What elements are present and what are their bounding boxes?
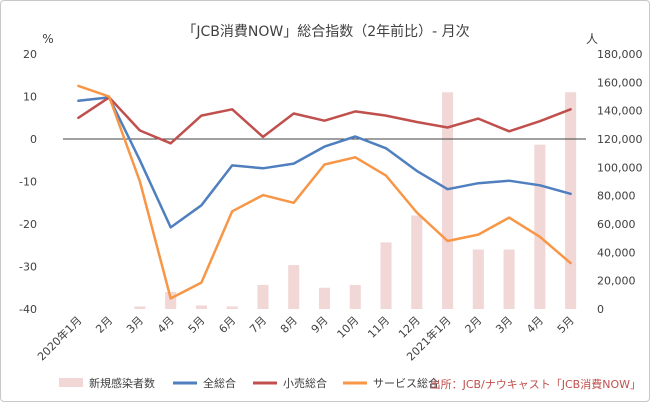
bar-new-cases-7 <box>257 284 269 309</box>
right-tick-label: 180,000 <box>597 48 643 61</box>
bar-new-cases-9 <box>318 287 331 309</box>
x-tick-label: 3月 <box>124 314 146 336</box>
bar-new-cases-14 <box>472 249 484 309</box>
right-y-axis-ticks: 180,000 160,000 140,000 120,000 100,000 80,00… <box>597 48 643 316</box>
bar-new-cases-11 <box>380 242 392 309</box>
legend: 新規感染者数 全総合 小売総合 サービス総合 <box>59 376 439 390</box>
legend-label-retail: 小売総合 <box>283 376 327 390</box>
left-tick-label: 10 <box>23 91 37 104</box>
right-tick-label: 60,000 <box>597 218 636 231</box>
series-line-service <box>77 84 572 300</box>
bar-new-cases-15 <box>503 249 515 309</box>
bar-new-cases-5 <box>195 305 207 309</box>
right-tick-label: 40,000 <box>597 246 636 259</box>
x-tick-label: 12月 <box>396 314 423 341</box>
legend-item-service: サービス総合 <box>343 376 439 390</box>
x-tick-label: 4月 <box>524 314 546 336</box>
legend-label-service: サービス総合 <box>373 376 439 390</box>
x-tick-label: 8月 <box>278 314 300 336</box>
left-tick-label: 20 <box>23 48 37 61</box>
bar-new-cases-8 <box>288 265 300 309</box>
right-tick-label: 120,000 <box>597 133 643 146</box>
left-tick-label: -30 <box>19 261 37 274</box>
legend-label-overall: 全総合 <box>203 376 236 390</box>
right-tick-label: 140,000 <box>597 105 643 118</box>
legend-item-new-cases: 新規感染者数 <box>59 376 155 390</box>
bar-new-cases-4 <box>165 292 177 309</box>
lines-layer <box>77 84 572 300</box>
bars-layer <box>134 92 577 309</box>
right-tick-label: 20,000 <box>597 275 636 288</box>
bar-new-cases-13 <box>442 92 454 309</box>
source-note: 出所：JCB/ナウキャスト「JCB消費NOW」 <box>430 377 641 391</box>
legend-item-retail: 小売総合 <box>253 376 327 390</box>
x-tick-label: 7月 <box>247 314 269 336</box>
x-tick-label: 2月 <box>463 314 485 336</box>
right-tick-label: 80,000 <box>597 190 636 203</box>
left-axis-unit: % <box>42 32 53 46</box>
legend-swatch-new-cases <box>59 378 83 387</box>
left-tick-label: -40 <box>19 303 37 316</box>
x-tick-label: 5月 <box>555 314 577 336</box>
right-axis-unit: 人 <box>586 32 598 46</box>
x-tick-label: 5月 <box>186 314 208 336</box>
left-tick-label: -10 <box>19 176 37 189</box>
bar-new-cases-6 <box>226 306 238 309</box>
series-line-retail <box>77 96 572 145</box>
left-y-axis-ticks: 20 10 0 -10 -20 -30 -40 <box>19 48 37 316</box>
x-tick-label: 11月 <box>365 314 392 341</box>
bar-new-cases-17 <box>565 92 577 309</box>
bar-new-cases-3 <box>134 306 146 309</box>
right-tick-label: 100,000 <box>597 161 643 174</box>
x-tick-label: 10月 <box>335 314 362 341</box>
x-tick-label: 6月 <box>216 314 238 336</box>
legend-label-new-cases: 新規感染者数 <box>89 376 155 390</box>
bar-new-cases-10 <box>349 284 361 309</box>
x-tick-label: 3月 <box>493 314 515 336</box>
x-tick-label: 4月 <box>155 314 177 336</box>
left-tick-label: -20 <box>19 218 37 231</box>
right-tick-label: 0 <box>597 303 604 316</box>
series-line-overall <box>77 96 572 229</box>
bar-new-cases-16 <box>534 144 546 309</box>
x-tick-label: 2月 <box>93 314 115 336</box>
bar-new-cases-12 <box>411 215 423 309</box>
x-tick-label: 2020年1月 <box>34 313 84 363</box>
x-tick-label: 9月 <box>309 314 331 336</box>
left-tick-label: 0 <box>30 133 37 146</box>
legend-item-overall: 全総合 <box>173 376 236 390</box>
chart-title: 「JCB消費NOW」総合指数（2年前比）- 月次 <box>182 23 469 40</box>
right-tick-label: 160,000 <box>597 76 643 89</box>
